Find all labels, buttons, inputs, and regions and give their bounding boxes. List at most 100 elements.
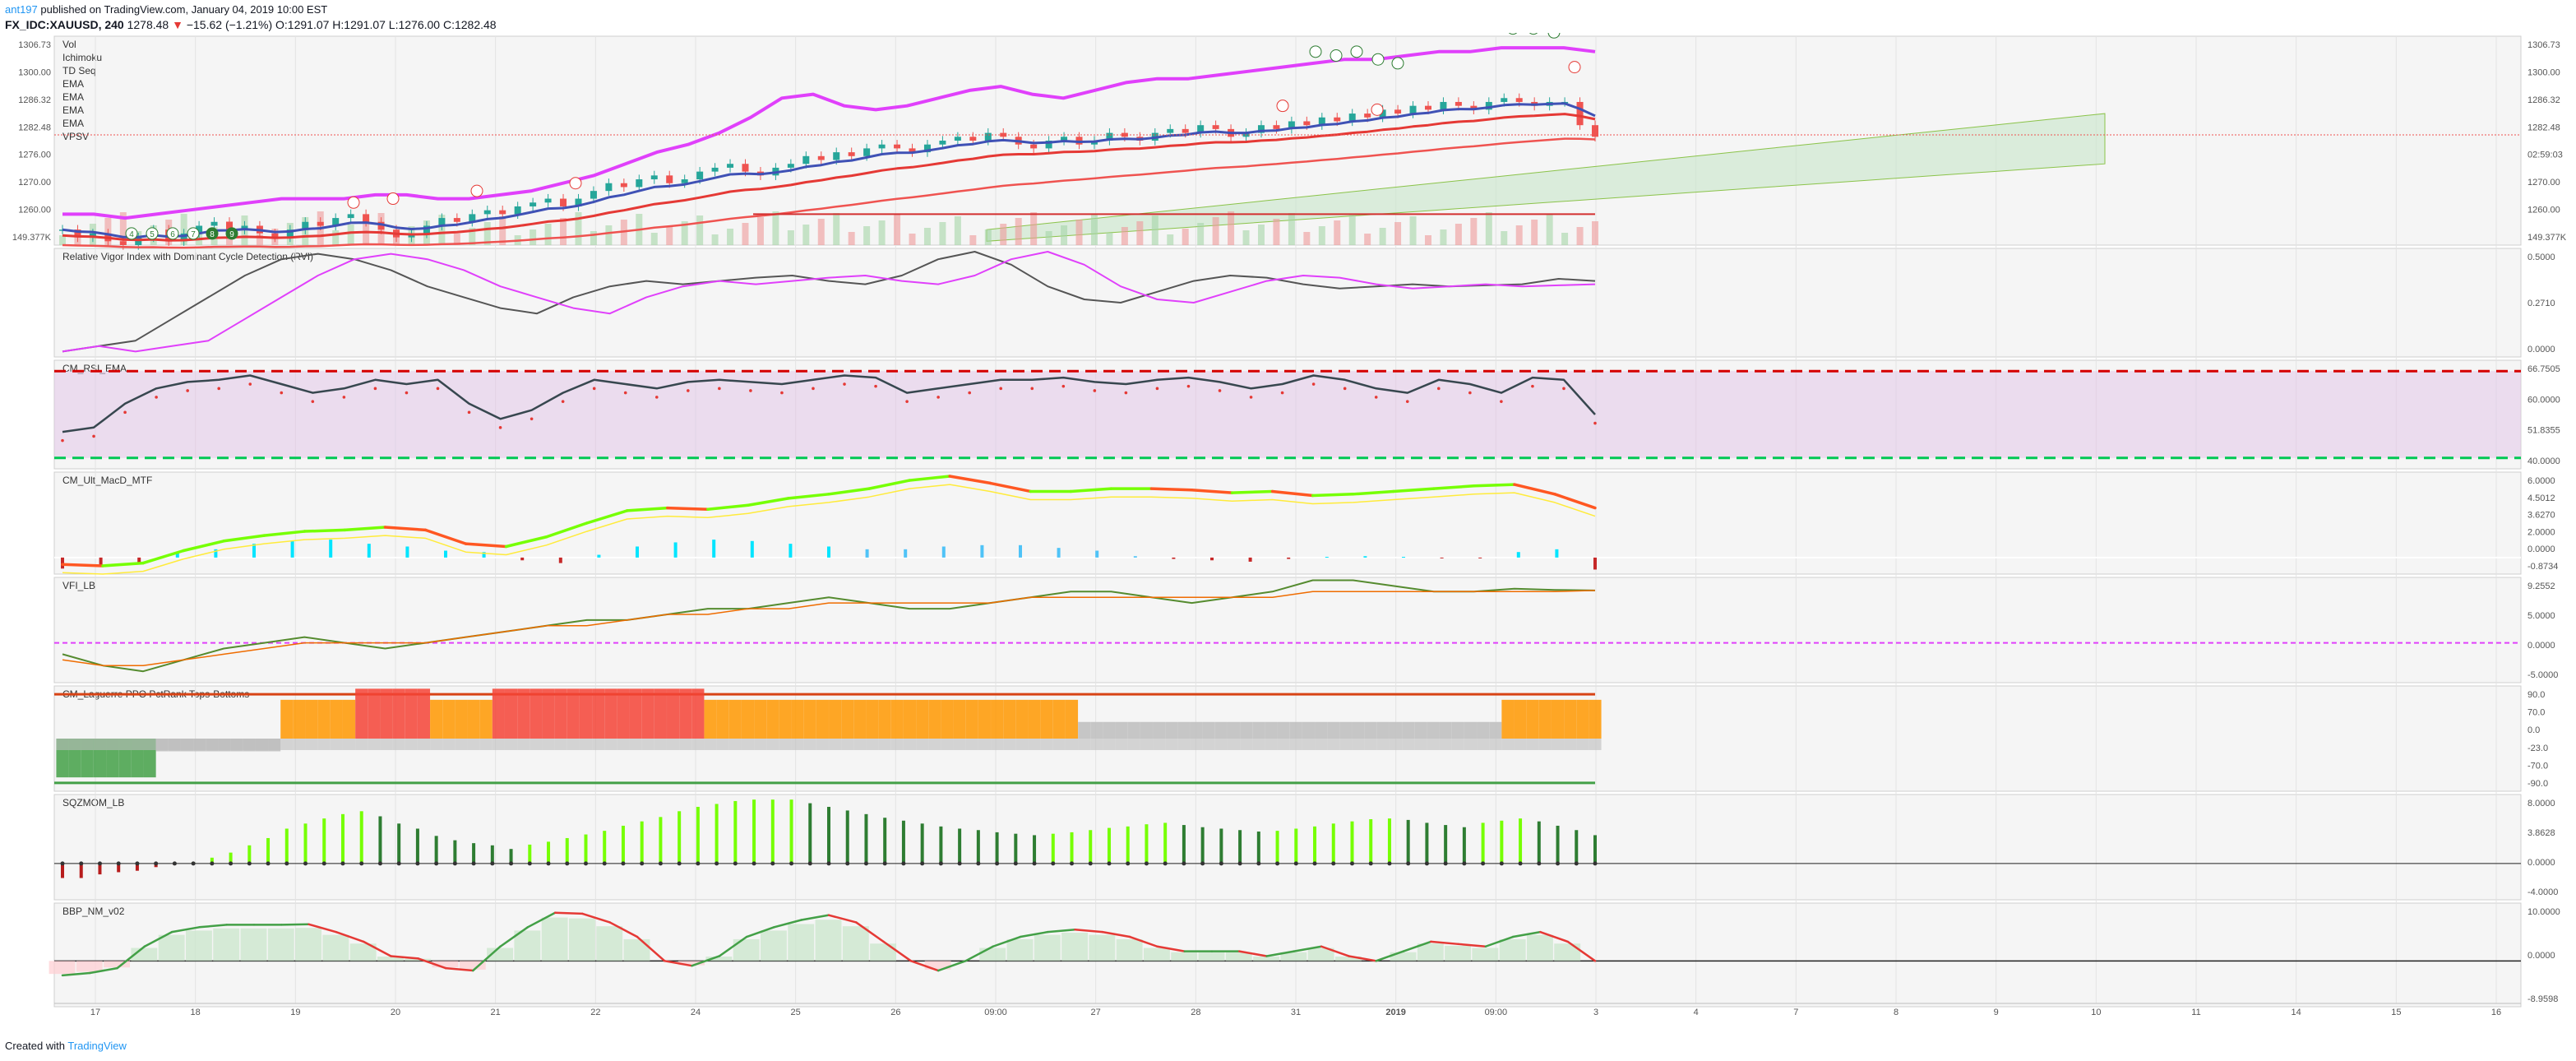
candle-body — [438, 218, 446, 226]
laguerre-bar — [517, 688, 530, 739]
macd-hist-bar — [214, 549, 218, 558]
sqz-bar — [752, 799, 756, 864]
ichimoku-cloud — [986, 113, 2106, 242]
bbp-hist-bar — [1445, 945, 1472, 961]
candle-body — [135, 237, 142, 245]
laguerre-bar — [741, 699, 755, 739]
rvi-signal-line — [62, 251, 1596, 353]
laguerre-bar — [803, 699, 816, 739]
candle-body — [650, 175, 658, 180]
bbp-hist-bar — [349, 943, 377, 961]
macd-line-segment — [303, 528, 347, 533]
sqz-bar — [1331, 823, 1335, 864]
sqz-bar — [1256, 832, 1260, 864]
sqz-bar — [210, 857, 214, 864]
time-axis-tick: 22 — [590, 1008, 600, 1017]
laguerre-neg-bar — [617, 739, 630, 750]
bbp-hist-bar — [104, 961, 131, 968]
time-axis-tick: 25 — [791, 1008, 801, 1017]
laguerre-bar — [1526, 699, 1539, 739]
laguerre-bar — [654, 688, 667, 739]
candle-body — [210, 221, 218, 226]
volume-bar — [1228, 211, 1235, 245]
volume-bar — [727, 229, 734, 245]
bbp-hist-bar — [1034, 934, 1061, 961]
pane-label-macd: CM_Ult_MacD_MTF — [62, 475, 152, 486]
rsi-ema-dot — [498, 426, 502, 429]
right-axis-tick-vfi: 5.0000 — [2527, 611, 2555, 621]
bbp-hist-bar — [1499, 938, 1526, 961]
tradingview-logo-link[interactable]: TradingView — [67, 1040, 127, 1052]
bbp-line-segment — [89, 966, 118, 975]
sqz-bar — [453, 840, 457, 864]
laguerre-neg-bar — [1364, 739, 1377, 750]
volume-bar — [1015, 218, 1022, 245]
author-link[interactable]: ant197 — [5, 3, 38, 16]
sqz-dot — [1144, 861, 1149, 866]
right-axis-tick-macd: -0.8734 — [2527, 562, 2558, 572]
left-axis-tick-price: 1270.00 — [18, 178, 51, 188]
sqz-dot — [284, 861, 289, 866]
right-axis-tick-price: 02:59:03 — [2527, 151, 2563, 160]
right-axis-tick-rsi: 40.0000 — [2527, 456, 2560, 466]
volume-bar — [1242, 230, 1250, 245]
bbp-hist-bar — [842, 926, 869, 961]
macd-line-segment — [544, 521, 589, 539]
laguerre-neg-bar — [1277, 739, 1290, 750]
laguerre-neg-bar — [579, 739, 593, 750]
macd-hist-bar — [1248, 557, 1252, 562]
td-seq-circle — [1547, 33, 1561, 39]
bbp-line-segment — [1074, 928, 1104, 934]
td-seq-marker: 6 — [166, 227, 179, 240]
candle-body — [590, 191, 597, 199]
sqz-bar — [1425, 822, 1429, 864]
laguerre-bar — [305, 699, 318, 739]
candle-body — [544, 198, 552, 203]
volume-bar — [1121, 227, 1128, 245]
time-axis-tick: 26 — [890, 1008, 900, 1017]
sqz-bar — [864, 813, 868, 864]
macd-line-segment — [464, 542, 508, 549]
macd-hist-bar — [290, 540, 294, 558]
bbp-line-segment — [1265, 950, 1296, 957]
pane-background-sqz — [53, 794, 2522, 901]
bbp-hist-bar — [1417, 943, 1444, 961]
laguerre-bar — [928, 699, 941, 739]
laguerre-bar — [1289, 721, 1302, 739]
macd-line-segment — [1513, 483, 1556, 496]
time-axis-tick: 4 — [1694, 1008, 1699, 1017]
right-axis-tick-laguerre: 90.0 — [2527, 690, 2545, 700]
candle-body — [1440, 101, 1447, 110]
laguerre-bar — [280, 699, 294, 739]
sqz-dot — [1051, 861, 1056, 866]
laguerre-neg-bar — [380, 739, 393, 750]
sqz-dot — [1275, 861, 1280, 866]
sqz-dot — [901, 861, 906, 866]
right-axis-tick-laguerre: 0.0 — [2527, 725, 2540, 735]
macd-signal-line — [62, 484, 1596, 575]
volume-bar — [1454, 224, 1462, 245]
rsi-ema-dot — [812, 387, 815, 391]
sqz-dot — [1032, 861, 1037, 866]
td-seq-circle-red — [470, 184, 483, 197]
volume-bar — [939, 222, 946, 245]
bbp-hist-bar — [158, 934, 185, 961]
laguerre-bar — [1028, 699, 1041, 739]
laguerre-bar — [604, 688, 617, 739]
laguerre-bar — [1564, 699, 1577, 739]
macd-line-segment — [423, 528, 468, 545]
left-axis-tick-price: 1286.32 — [18, 95, 51, 105]
sqz-dot — [1293, 861, 1298, 866]
sqz-dot — [527, 861, 532, 866]
laguerre-neg-bar — [106, 739, 119, 750]
candle-body — [453, 218, 460, 222]
bbp-hist-bar — [1390, 952, 1417, 961]
rvi-line — [62, 251, 1596, 353]
laguerre-bar — [1514, 699, 1527, 739]
laguerre-neg-bar — [1414, 739, 1427, 750]
laguerre-neg-bar — [592, 739, 605, 750]
bbp-line-segment — [718, 935, 748, 957]
macd-hist-bar — [137, 557, 141, 563]
macd-hist-bar — [941, 546, 946, 558]
